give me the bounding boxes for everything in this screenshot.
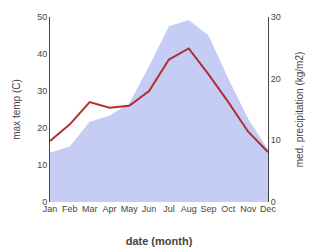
svg-text:Jun: Jun [142,204,157,214]
svg-text:30: 30 [271,12,281,22]
svg-text:20: 20 [271,74,281,84]
svg-text:40: 40 [37,49,47,59]
svg-text:Oct: Oct [221,204,236,214]
svg-text:30: 30 [37,86,47,96]
svg-text:10: 10 [271,135,281,145]
svg-text:Mar: Mar [82,204,98,214]
svg-text:May: May [121,204,139,214]
svg-text:0: 0 [42,197,47,207]
svg-text:med. precipitation (kg/m2): med. precipitation (kg/m2) [294,52,305,168]
svg-text:Nov: Nov [240,204,257,214]
svg-text:10: 10 [37,160,47,170]
svg-text:max temp (C): max temp (C) [11,79,22,140]
svg-text:20: 20 [37,123,47,133]
svg-text:50: 50 [37,12,47,22]
svg-text:0: 0 [271,197,276,207]
svg-text:Jul: Jul [163,204,175,214]
svg-text:Apr: Apr [102,204,116,214]
svg-text:Aug: Aug [181,204,197,214]
svg-text:Sep: Sep [201,204,217,214]
svg-text:Dec: Dec [260,204,277,214]
svg-text:date (month): date (month) [126,235,193,247]
svg-text:Feb: Feb [62,204,78,214]
svg-text:Jan: Jan [43,204,58,214]
